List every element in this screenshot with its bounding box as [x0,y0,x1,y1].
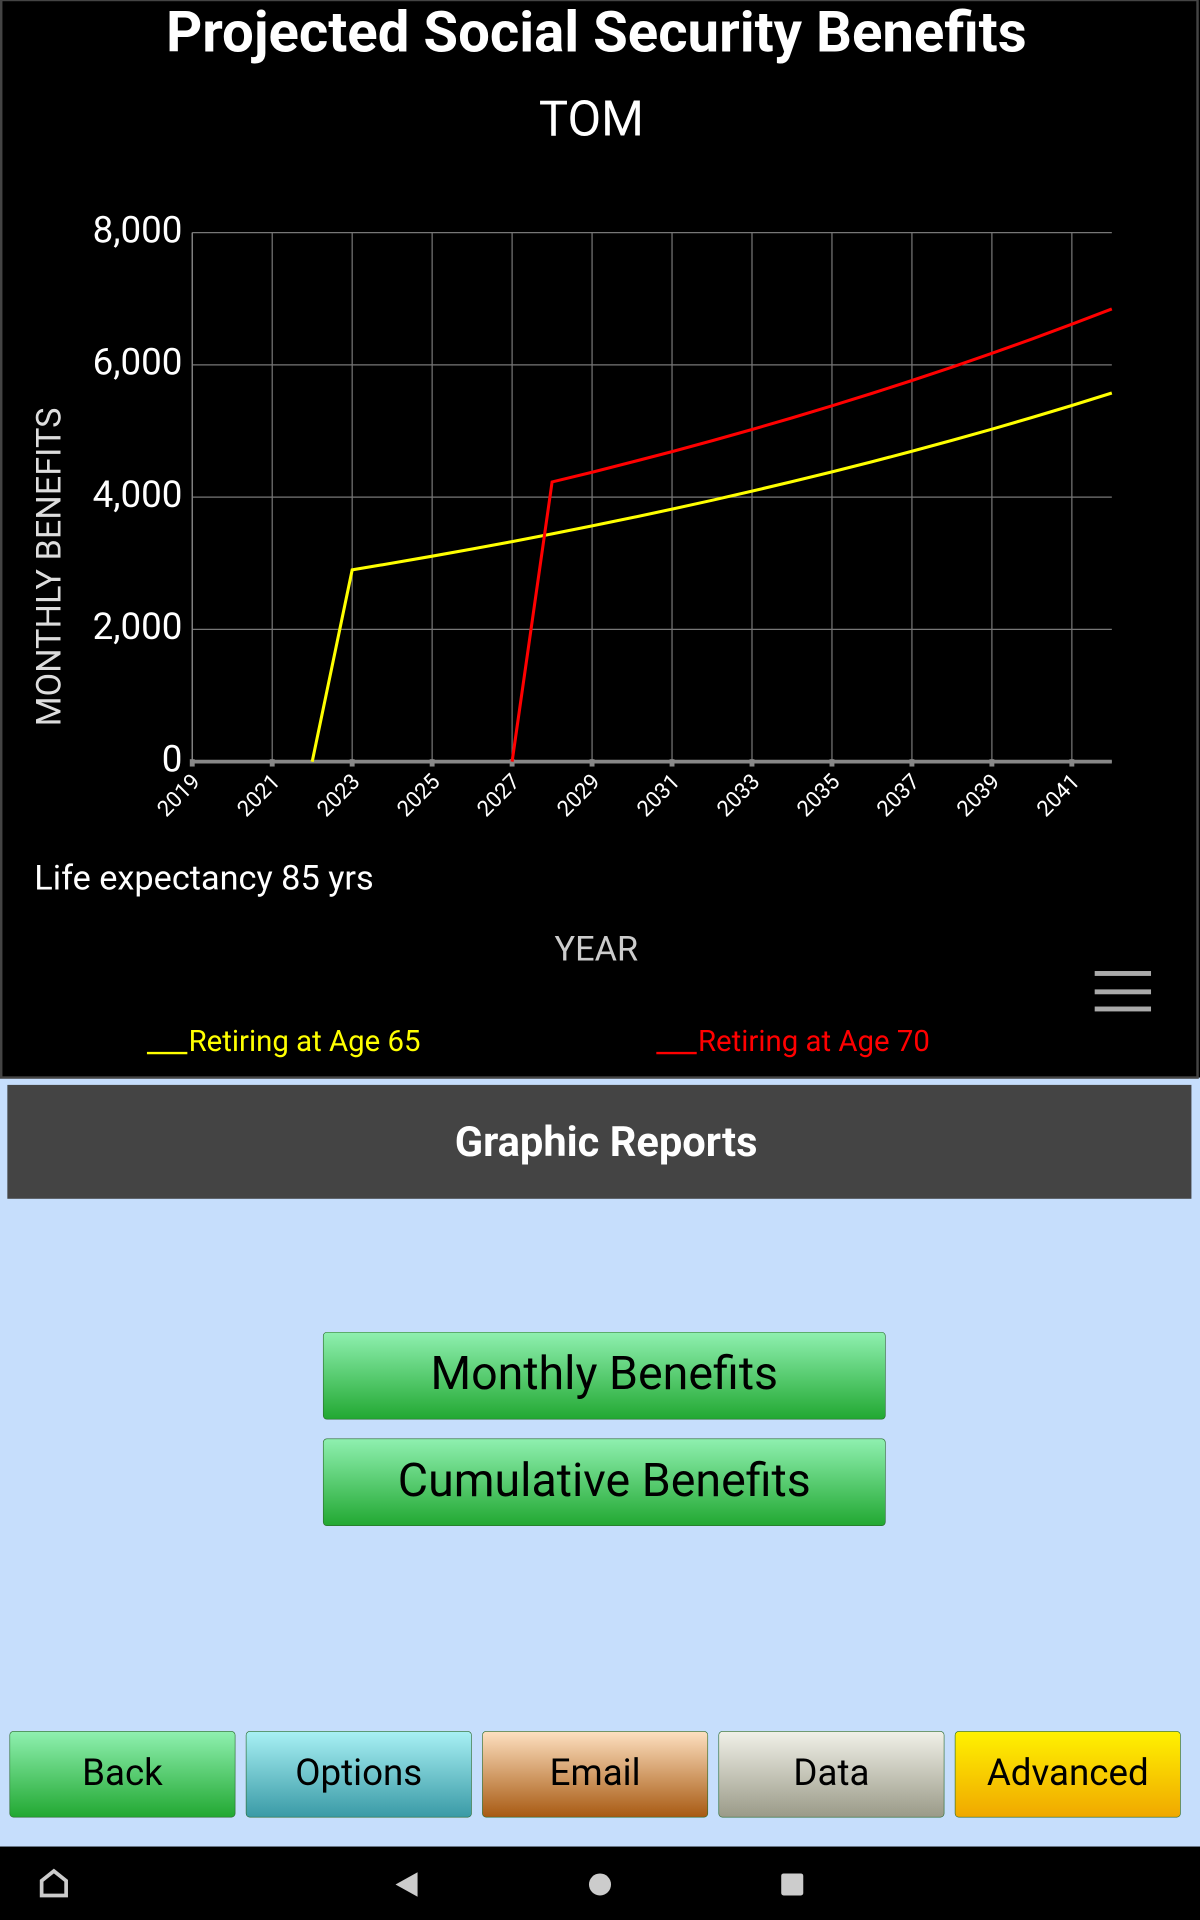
button-label: Options [295,1751,422,1794]
button-label: Email [550,1751,641,1794]
nav-recents[interactable] [781,1873,804,1896]
y-tick-label: 6,000 [93,341,183,384]
nav-home[interactable] [588,1873,612,1896]
chart-background [0,0,1200,1078]
button[interactable]: Data [718,1731,945,1818]
y-tick-label: 8,000 [93,208,183,251]
y-tick-label: 4,000 [93,473,183,516]
button[interactable]: Advanced [954,1731,1181,1818]
x-axis-label: YEAR [555,929,639,969]
button-bg [9,1731,236,1818]
chart-title: Projected Social Security Benefits [166,0,1027,66]
y-tick-label: 0 [162,737,183,780]
chart-border [0,0,1199,1079]
button-bg [245,1731,472,1818]
button-label: Data [793,1751,869,1794]
menu-icon[interactable] [1094,971,1152,1012]
y-tick-label: 2,000 [93,605,183,648]
button-bg [954,1731,1181,1818]
series-line [510,307,1113,762]
button-bg [718,1731,945,1818]
panel-title: Graphic Reports [455,1118,758,1167]
button-label: Monthly Benefits [431,1347,779,1401]
nav-back[interactable] [395,1872,418,1897]
series-line [310,391,1113,762]
button[interactable]: Options [245,1731,472,1818]
panel-header [7,1084,1192,1199]
button[interactable]: Cumulative Benefits [322,1438,886,1527]
button-bg [482,1731,709,1818]
button[interactable]: Email [482,1731,709,1818]
button[interactable]: Back [9,1731,236,1818]
legend-label: Retiring at Age 65 [189,1025,421,1059]
y-axis-label: MONTHLY BENEFITS [29,407,69,726]
button-label: Back [82,1751,163,1794]
button-label: Advanced [987,1751,1149,1794]
button-bg [322,1438,886,1527]
nav-home-app[interactable] [39,1868,68,1898]
legend-label: Retiring at Age 70 [698,1025,930,1059]
chart-subtitle: TOM [539,90,644,147]
button[interactable]: Monthly Benefits [322,1331,886,1420]
button-bg [322,1331,886,1420]
button-label: Cumulative Benefits [398,1454,811,1508]
annotation: Life expectancy 85 yrs [34,858,373,898]
